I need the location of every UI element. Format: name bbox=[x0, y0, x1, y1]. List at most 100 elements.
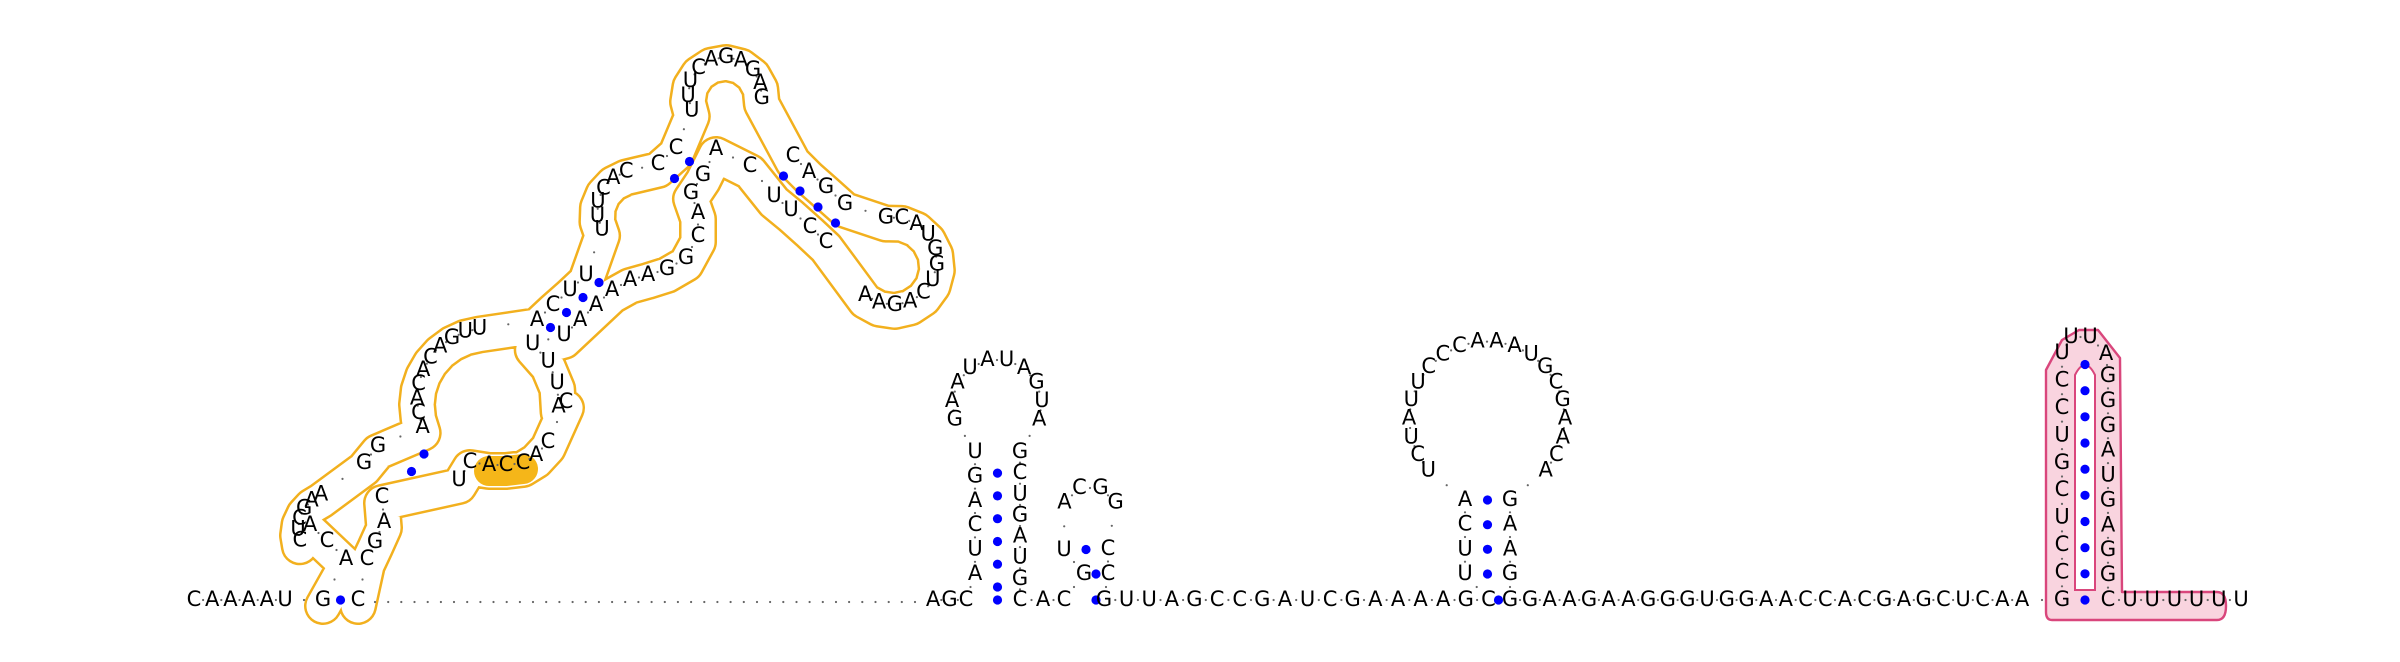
nucleotide: C bbox=[743, 153, 758, 177]
backbone-link bbox=[1526, 484, 1529, 487]
nucleotide: U bbox=[590, 189, 605, 213]
nucleotide: C bbox=[463, 449, 478, 473]
linker-dot bbox=[913, 600, 917, 604]
backbone-link bbox=[1039, 409, 1042, 412]
backbone-link bbox=[969, 585, 972, 589]
nucleotide: G bbox=[2054, 587, 2070, 611]
nucleotide: G bbox=[1915, 587, 1931, 611]
backbone-link bbox=[703, 62, 707, 65]
nucleotide: G bbox=[1660, 587, 1676, 611]
backbone-link bbox=[220, 598, 223, 602]
nucleotide: G bbox=[1012, 566, 1028, 590]
nucleotide: U bbox=[2189, 587, 2204, 611]
backbone-link bbox=[463, 469, 466, 473]
nucleotide: A bbox=[909, 211, 924, 235]
nucleotide: G bbox=[1502, 587, 1518, 611]
nucleotide: A bbox=[1391, 587, 1406, 611]
linker-dot bbox=[373, 600, 377, 604]
base-pair-dot bbox=[992, 514, 1003, 524]
nucleotide: U bbox=[684, 97, 699, 121]
nucleotide: A bbox=[433, 334, 448, 358]
backbone-link bbox=[760, 179, 764, 183]
nucleotide: C bbox=[819, 229, 834, 253]
nucleotide: G bbox=[718, 44, 734, 68]
base-pair-dot bbox=[1081, 544, 1091, 555]
backbone-link bbox=[619, 283, 623, 287]
base-pair-dot bbox=[669, 173, 680, 184]
nucleotide: U bbox=[1034, 388, 1049, 412]
backbone-link bbox=[1136, 598, 1139, 602]
linker-dot bbox=[558, 600, 561, 604]
nucleotide: C bbox=[541, 429, 556, 453]
backbone-link bbox=[1971, 598, 1974, 602]
backbone-link bbox=[696, 223, 700, 226]
linker-dot bbox=[900, 600, 903, 604]
backbone-link bbox=[2106, 486, 2110, 490]
backbone-link bbox=[952, 409, 955, 412]
base-pair-dot bbox=[419, 449, 429, 459]
nucleotide: A bbox=[968, 488, 983, 512]
backbone-link bbox=[1676, 598, 1679, 602]
backbone-link bbox=[731, 156, 735, 159]
backbone-link bbox=[306, 503, 309, 506]
nucleotide: U bbox=[1404, 424, 1419, 448]
nucleotide: C bbox=[1435, 342, 1450, 366]
backbone-link bbox=[1030, 598, 1033, 602]
backbone-link bbox=[2060, 585, 2064, 588]
nucleotide: A bbox=[872, 290, 887, 314]
backbone-link bbox=[871, 297, 874, 300]
nucleotide: A bbox=[753, 70, 768, 94]
backbone-link bbox=[1106, 560, 1110, 563]
base-pair-dot bbox=[992, 468, 1003, 478]
nucleotide: U bbox=[2082, 324, 2097, 348]
backbone-link bbox=[598, 221, 601, 224]
backbone-link bbox=[341, 477, 344, 480]
nucleotide: A bbox=[589, 292, 604, 316]
nucleotide: U bbox=[967, 537, 982, 561]
nucleotide: C bbox=[1458, 512, 1473, 536]
backbone-link bbox=[675, 262, 678, 265]
backbone-link bbox=[1463, 535, 1467, 539]
backbone-link bbox=[1272, 598, 1275, 602]
backbone-link bbox=[688, 102, 692, 105]
nucleotide: A bbox=[1759, 587, 1774, 611]
backbone-link bbox=[695, 182, 699, 186]
nucleotide: U bbox=[541, 348, 556, 372]
nucleotide: A bbox=[2101, 512, 2116, 536]
linker-dot bbox=[755, 600, 759, 604]
nucleotide: C bbox=[2055, 395, 2070, 419]
backbone-link bbox=[1991, 598, 1994, 602]
nucleotide: C bbox=[351, 587, 366, 611]
backbone-link bbox=[1912, 598, 1915, 602]
backbone-link bbox=[1295, 598, 1298, 602]
backbone-link bbox=[1485, 340, 1489, 343]
terminator-region-inner bbox=[2074, 364, 2096, 591]
backbone-link bbox=[2060, 365, 2064, 368]
backbone-link bbox=[2060, 475, 2064, 478]
nucleotide: U bbox=[967, 439, 982, 463]
backbone-link bbox=[1070, 494, 1074, 497]
nucleotide: A bbox=[1402, 406, 1417, 430]
backbone-link bbox=[2106, 462, 2110, 465]
nucleotide: C bbox=[691, 223, 706, 247]
backbone-link bbox=[1204, 598, 1207, 602]
nucleotide: C bbox=[1481, 587, 1496, 611]
backbone-link bbox=[908, 219, 911, 222]
backbone-link bbox=[2106, 412, 2110, 415]
linker-dot bbox=[782, 600, 785, 604]
base-pair-dot bbox=[992, 582, 1003, 592]
nucleotide: U bbox=[2054, 422, 2069, 446]
linker-dot bbox=[531, 600, 535, 604]
backbone-link bbox=[1562, 426, 1565, 430]
nucleotide: C bbox=[691, 55, 706, 79]
nucleotide: A bbox=[1036, 587, 1051, 611]
backbone-link bbox=[317, 531, 320, 535]
nucleotide: G bbox=[659, 256, 675, 280]
backbone-link bbox=[543, 311, 547, 314]
nucleotide: G bbox=[1254, 587, 1270, 611]
backbone-link bbox=[2162, 598, 2165, 602]
backbone-link bbox=[540, 447, 544, 450]
nucleotide: A bbox=[410, 385, 425, 409]
nucleotide: C bbox=[499, 452, 514, 476]
backbone-link bbox=[2060, 448, 2064, 451]
